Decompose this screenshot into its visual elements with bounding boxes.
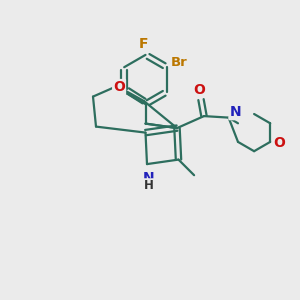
Text: N: N — [143, 171, 154, 184]
Text: O: O — [194, 83, 206, 97]
Text: F: F — [139, 37, 149, 50]
Text: O: O — [273, 136, 285, 150]
Text: O: O — [113, 80, 125, 94]
Text: Br: Br — [171, 56, 188, 69]
Text: N: N — [230, 105, 241, 119]
Text: H: H — [144, 179, 153, 192]
